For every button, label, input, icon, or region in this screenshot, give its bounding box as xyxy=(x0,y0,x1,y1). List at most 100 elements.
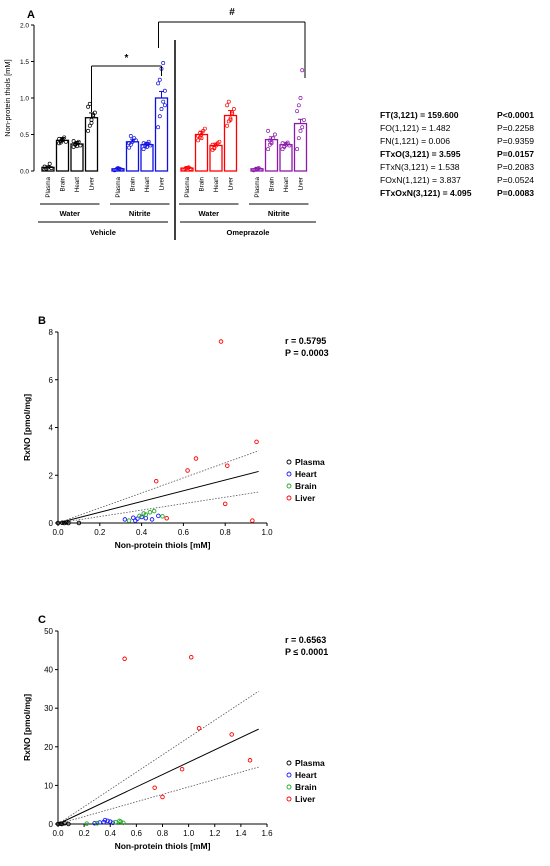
panel-c-r-value: r = 0.6563 xyxy=(285,635,326,645)
panel-c-point-liver xyxy=(152,785,157,790)
panel-c-xtick-label: 1.0 xyxy=(183,829,195,838)
stats-pvalue: P=0.0157 xyxy=(497,149,535,159)
panel-b-p-value: P = 0.0003 xyxy=(285,348,329,358)
panel-a-ytick-label: 0.5 xyxy=(20,132,29,139)
data-point xyxy=(57,136,62,141)
data-point xyxy=(269,141,274,146)
data-point xyxy=(230,112,235,117)
data-point xyxy=(87,123,92,128)
data-point xyxy=(127,145,132,150)
panel-c-legend-plasma: Plasma xyxy=(295,758,325,768)
panel-c-ytick-label: 40 xyxy=(44,666,53,675)
panel-b-r-value: r = 0.5795 xyxy=(285,336,326,346)
panel-b-legend-marker xyxy=(286,483,292,489)
data-point xyxy=(86,104,91,109)
data-point xyxy=(301,117,306,122)
data-point xyxy=(159,106,164,111)
panel-a-label: A xyxy=(27,9,35,21)
tissue-label: Brain xyxy=(199,176,206,191)
panel-c-legend-marker xyxy=(286,796,292,802)
tissue-label: Liver xyxy=(89,177,96,190)
panel-b-point-heart xyxy=(122,517,128,522)
panel-b-point-heart xyxy=(156,513,161,519)
data-point xyxy=(196,138,201,143)
panel-b-xtick-label: 0.6 xyxy=(178,528,190,537)
data-point xyxy=(296,103,301,108)
data-point xyxy=(298,128,303,133)
data-point xyxy=(161,99,166,104)
data-point xyxy=(63,139,68,144)
panel-c-point-plasma xyxy=(66,821,71,827)
data-point xyxy=(298,96,303,100)
stats-term: FTxO(3,121) = 3.595 xyxy=(380,149,461,159)
data-point xyxy=(146,139,151,144)
panel-c-ytick-label: 10 xyxy=(44,781,53,790)
data-point xyxy=(300,125,305,130)
panel-a-ytick-label: 2.0 xyxy=(20,23,29,30)
panel-c-point-plasma xyxy=(62,820,67,826)
panel-b-legend-marker xyxy=(286,495,292,501)
panel-b-point-plasma xyxy=(59,520,65,526)
data-point xyxy=(231,106,236,111)
stats-pvalue: P=0.2083 xyxy=(497,162,535,172)
data-point xyxy=(141,147,146,152)
panel-c-legend-liver: Liver xyxy=(295,794,316,804)
stats-term: FOxN(1,121) = 3.837 xyxy=(380,175,461,185)
stats-term: FT(3,121) = 159.600 xyxy=(380,110,459,120)
panel-a-ytick-label: 1.5 xyxy=(20,59,29,66)
stats-term: FTxN(3,121) = 1.538 xyxy=(380,162,460,172)
data-point xyxy=(62,135,67,140)
panel-b-point-liver xyxy=(193,456,199,461)
panel-b-point-liver xyxy=(250,518,255,523)
stats-term: FN(1,121) = 0.006 xyxy=(380,136,450,146)
panel-c-xtick-label: 1.6 xyxy=(261,829,273,838)
stats-row: FTxO(3,121) = 3.595 P=0.0157 xyxy=(380,148,534,161)
data-point xyxy=(157,77,162,82)
tissue-label: Plasma xyxy=(115,176,122,197)
tissue-label: Brain xyxy=(60,176,67,191)
tissue-label: Liver xyxy=(298,177,305,190)
panel-c-ytick-label: 30 xyxy=(44,704,53,713)
panel-b-xtick-label: 0.4 xyxy=(136,528,148,537)
stats-row: FOxN(1,121) = 3.837 P=0.0524 xyxy=(380,174,534,187)
panel-b-xtick-label: 0.0 xyxy=(52,528,64,537)
data-point xyxy=(267,138,272,143)
panel-b-xlabel: Non-protein thiols [mM] xyxy=(115,540,211,550)
data-point xyxy=(225,103,230,108)
stats-term: FTxOxN(3,121) = 4.095 xyxy=(380,188,472,198)
data-point xyxy=(225,123,230,128)
stats-row: FO(1,121) = 1.482 P=0.2258 xyxy=(380,122,534,135)
panel-b-point-brain xyxy=(126,518,132,523)
tissue-label: Plasma xyxy=(45,176,52,197)
panel-b-point-heart xyxy=(133,518,138,523)
panel-c-point-heart xyxy=(107,819,113,824)
bar xyxy=(223,114,238,172)
panel-b-ytick-label: 8 xyxy=(49,328,54,337)
panel-b-xtick-label: 0.2 xyxy=(94,528,106,537)
panel-c-point-liver xyxy=(122,656,127,662)
tissue-label: Heart xyxy=(74,177,81,192)
stats-pvalue: P=0.0524 xyxy=(497,175,535,185)
panel-c-xtick-label: 0.2 xyxy=(79,829,91,838)
panel-b-point-plasma xyxy=(55,520,61,526)
data-point xyxy=(161,61,166,65)
data-point xyxy=(258,167,263,172)
panel-c-xlabel: Non-protein thiols [mM] xyxy=(115,841,211,851)
panel-c-legend-marker xyxy=(286,772,292,778)
panel-c-ci-upper xyxy=(57,690,259,825)
significance-star: * xyxy=(125,53,129,64)
panel-c-point-heart xyxy=(102,817,108,823)
significance-hash: # xyxy=(229,7,235,18)
panel-b-point-liver xyxy=(185,468,190,473)
panel-b-legend-marker xyxy=(286,471,292,477)
panel-c-xtick-label: 0.0 xyxy=(52,829,64,838)
data-point xyxy=(280,141,285,146)
data-point xyxy=(47,161,52,166)
panel-c-ci-lower xyxy=(57,766,259,825)
panel-c-point-heart xyxy=(92,820,97,826)
panel-b-point-liver xyxy=(153,478,159,484)
data-point xyxy=(226,99,231,104)
group-label: Water xyxy=(198,209,219,218)
data-point xyxy=(156,125,161,130)
data-point xyxy=(75,144,79,149)
